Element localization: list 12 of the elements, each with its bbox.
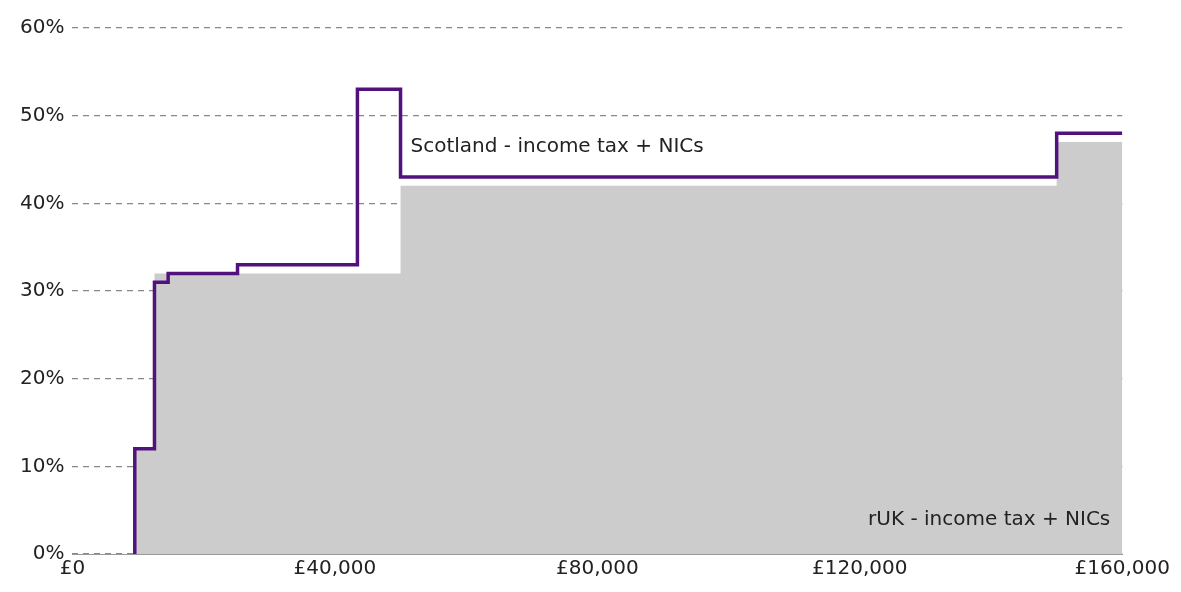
y-tick-label: 10%	[20, 452, 65, 477]
y-tick-label: 60%	[20, 14, 65, 39]
x-tick-label: £120,000	[812, 555, 908, 580]
y-tick-label: 20%	[20, 364, 65, 389]
x-tick-label: £80,000	[556, 555, 639, 580]
x-tick-label: £40,000	[293, 555, 377, 580]
series-label: rUK - income tax + NICs	[868, 506, 1111, 531]
y-tick-label: 50%	[20, 101, 65, 126]
series-label: Scotland - income tax + NICs	[410, 133, 704, 158]
y-tick-label: 40%	[20, 189, 65, 214]
y-tick-label: 30%	[20, 277, 65, 302]
x-tick-label: £160,000	[1074, 555, 1170, 580]
